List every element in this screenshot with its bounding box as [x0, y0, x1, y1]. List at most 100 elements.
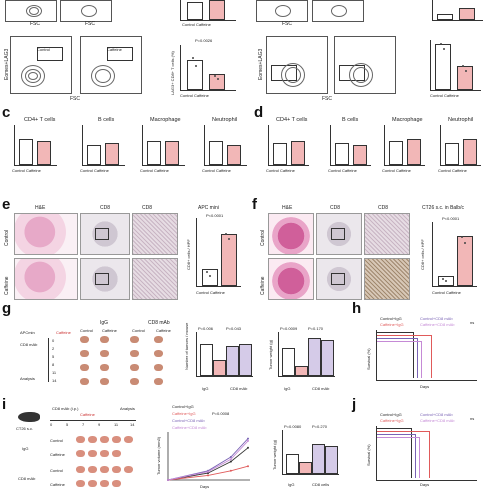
i-line-series-2 [167, 438, 249, 481]
f-col-ct26: CT26 s.c. in Balb/c [422, 205, 464, 211]
flow-xaxis-lag3-right: FSC [322, 96, 332, 102]
e-row-control: Control [4, 229, 10, 246]
e-col-apc: APC mini [198, 205, 219, 211]
panel-label-h: h [352, 300, 362, 317]
flow-plot-top-left-2 [60, 0, 112, 22]
i-schema-3: Caffeine [80, 412, 95, 417]
c-chart-1 [14, 125, 57, 166]
panel-label-f: f [252, 196, 257, 213]
i-bar-group2: CD8 cells [312, 482, 330, 487]
i-schema-1: CT26 s.c. [16, 426, 34, 431]
g-chart2-ylabel: Tumor weight (g) [268, 339, 273, 370]
i-line-point [229, 469, 232, 472]
i-bar-p1: P=0.0080 [284, 424, 302, 429]
g-week-2: 5 [52, 354, 55, 359]
g-week-1: 2 [52, 346, 55, 351]
i-line-xlabel: Days [200, 484, 210, 489]
c-xlab-2: Control Caffeine [80, 168, 109, 173]
flow-xaxis-top: FSC [30, 21, 40, 27]
d-title-3: Macrophage [392, 117, 423, 123]
f-he-control [268, 213, 314, 255]
i-sub-4: Caffeine [50, 482, 65, 487]
i-legend-3: Control+CD8 mAb [172, 418, 205, 423]
f-chart [432, 222, 477, 287]
d-title-4: Neutrophil [448, 117, 474, 123]
i-line-series-3 [167, 440, 249, 481]
top-bar-left [180, 0, 236, 21]
g-schema-4: Analysis [20, 376, 35, 381]
top-bar-left-xlab: Control Caffeine [182, 22, 211, 27]
g-chart1-p2: P=0.043 [226, 326, 242, 331]
g-intestine-images [78, 334, 178, 392]
d-xlab-1: Control Caffeine [266, 168, 295, 173]
g-img-col-igg: IgG [100, 320, 109, 326]
j-chart [376, 426, 477, 481]
lag3-left-xlab: Control Caffeine [180, 93, 209, 98]
flow-gate-label-1: Control [37, 47, 50, 52]
i-bar-chart [282, 430, 339, 475]
flow-plot-top-left-1 [5, 0, 57, 22]
g-week-4: 11 [52, 370, 57, 375]
i-legend-4: Caffeine+CD8 mAb [172, 425, 207, 430]
g-chart2-group2: CD8 mAb [312, 386, 330, 391]
lag3-bar-left [180, 45, 236, 91]
flow-gate-label-2: Caffeine [107, 47, 122, 52]
i-day-1: 5 [66, 422, 69, 427]
f-pvalue: P<0.0001 [442, 216, 460, 221]
h-legend-3: Control+CD8 mAb [420, 316, 453, 321]
i-line-chart [167, 432, 250, 481]
lag3-bar-right [430, 40, 481, 91]
flow-plot-lag3-caffeine-right [334, 36, 396, 94]
i-row-cd8: CD8 mAb [18, 476, 36, 481]
i-bar-ylabel: Tumor weight (g) [272, 439, 277, 470]
i-schema-2: CD8 mAb (i.p.) [52, 406, 79, 411]
g-img-sub-2: Caffeine [102, 328, 117, 333]
e-cd8zoom-caffeine [132, 258, 178, 300]
g-chart1-p1: P=0.006 [198, 326, 214, 331]
e-col-cd8-1: CD8 [100, 205, 111, 211]
i-line-point [247, 439, 249, 442]
f-row-control: Control [260, 229, 266, 246]
e-pvalue: P<0.0001 [206, 213, 224, 218]
g-chart1-ylabel: Number of tumors / mouse [184, 322, 189, 370]
c-chart-3 [142, 125, 185, 166]
f-ylabel: CD8+ cells / HPF [420, 239, 425, 270]
i-day-3: 9 [98, 422, 101, 427]
lag3-right-xlab: Control Caffeine [430, 93, 459, 98]
flow-yaxis-lag3-right: Eomes+LAG3 [258, 48, 264, 80]
g-img-sub-3: Control [132, 328, 145, 333]
i-day-4: 11 [114, 422, 119, 427]
g-chart2-p1: P=0.0009 [280, 326, 298, 331]
c-chart-2 [82, 125, 125, 166]
flow-plot-lag3-control-right [266, 36, 328, 94]
j-legend-4: Caffeine+CD8 mAb [420, 418, 455, 423]
f-row-caffeine: Caffeine [260, 276, 266, 295]
i-line-series-1 [167, 465, 249, 481]
h-chart [376, 330, 477, 381]
j-legend-1: Control+IgG [380, 412, 402, 417]
f-col-he: H&E [282, 205, 293, 211]
h-legend-4: Caffeine+CD8 mAb [420, 322, 455, 327]
c-xlab-4: Control Caffeine [202, 168, 231, 173]
top-bar-right [432, 0, 483, 21]
i-day-5: 14 [130, 422, 135, 427]
i-line-point [167, 479, 169, 481]
g-chart2-p2: P=0.170 [308, 326, 324, 331]
i-line-point [207, 474, 209, 477]
j-ns: ns [470, 416, 475, 421]
i-timeline [50, 420, 136, 421]
d-chart-2 [330, 125, 371, 166]
i-day-2: 7 [82, 422, 85, 427]
f-col-cd8-1: CD8 [330, 205, 341, 211]
j-xlabel: Days [420, 482, 430, 487]
i-bar-group1: IgG [288, 482, 295, 487]
f-xlab: Control Caffeine [432, 290, 461, 295]
g-schema-3: Caffeine [56, 330, 71, 335]
e-col-he: H&E [35, 205, 46, 211]
panel-label-j: j [352, 396, 357, 413]
g-img-col-cd8: CD8 mAb [148, 320, 170, 326]
mouse-icon [18, 412, 40, 422]
g-timeline [48, 338, 49, 382]
g-chart2-group1: IgG [284, 386, 291, 391]
c-title-1: CD4+ T cells [24, 117, 56, 123]
